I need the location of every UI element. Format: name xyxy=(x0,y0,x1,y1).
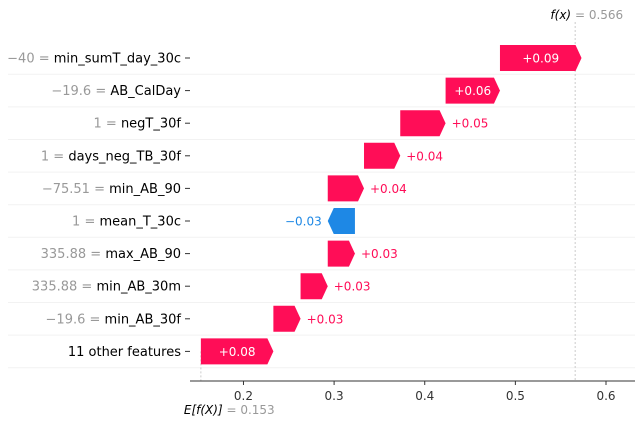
contribution-bar xyxy=(273,305,301,332)
feature-name: min_AB_90 xyxy=(109,182,181,197)
feature-value: −19.6 xyxy=(51,84,91,99)
contribution-bar xyxy=(200,338,274,365)
feature-value: −75.51 xyxy=(42,182,90,197)
feature-value: 335.88 xyxy=(32,280,78,295)
contribution-bar xyxy=(300,273,328,300)
feature-name: AB_CalDay xyxy=(110,84,181,99)
contribution-label: +0.08 xyxy=(219,345,256,359)
feature-label: −19.6 = min_AB_30f xyxy=(46,312,182,327)
contribution-label: +0.04 xyxy=(406,149,443,163)
contribution-label: −0.03 xyxy=(285,215,322,229)
feature-label: −19.6 = AB_CalDay xyxy=(51,84,181,99)
contribution-label: +0.03 xyxy=(307,312,344,326)
contribution-label: +0.05 xyxy=(452,117,489,131)
feature-value: 1 xyxy=(72,215,80,230)
base-value-annotation: E[f(X)] = 0.153 xyxy=(184,403,275,417)
feature-label: 1 = mean_T_30c xyxy=(72,215,181,230)
feature-name: mean_T_30c xyxy=(100,215,182,230)
contribution-bar xyxy=(445,77,500,104)
contribution-label: +0.03 xyxy=(361,247,398,261)
feature-value: 1 xyxy=(93,117,101,132)
contribution-bar xyxy=(327,208,355,234)
feature-name: min_AB_30f xyxy=(105,312,182,327)
feature-value: −40 xyxy=(7,52,34,67)
feature-label: 335.88 = min_AB_30m xyxy=(32,280,181,295)
feature-name: 11 other features xyxy=(68,345,181,360)
contribution-label: +0.04 xyxy=(370,182,407,196)
feature-name: max_AB_90 xyxy=(105,247,181,262)
contribution-bar xyxy=(364,142,401,169)
feature-value: 335.88 xyxy=(41,247,87,262)
feature-value: −19.6 xyxy=(46,312,86,327)
contribution-bar xyxy=(400,110,446,137)
feature-name: negT_30f xyxy=(121,117,181,132)
feature-name: days_neg_TB_30f xyxy=(68,149,181,164)
feature-value: 1 xyxy=(41,149,49,164)
x-tick-label: 0.6 xyxy=(596,389,615,403)
x-tick-label: 0.3 xyxy=(325,389,344,403)
feature-label: 11 other features xyxy=(68,345,181,360)
x-tick-label: 0.2 xyxy=(234,389,253,403)
x-tick-label: 0.5 xyxy=(506,389,525,403)
feature-name: min_AB_30m xyxy=(96,280,181,295)
feature-label: 1 = negT_30f xyxy=(93,117,181,132)
fx-annotation: f(x) = 0.566 xyxy=(550,8,623,22)
contribution-bar xyxy=(499,45,582,71)
contribution-label: +0.06 xyxy=(454,84,491,98)
feature-label: −75.51 = min_AB_90 xyxy=(42,182,181,197)
feature-name: min_sumT_day_30c xyxy=(54,52,181,67)
contribution-bar xyxy=(327,175,365,202)
contribution-bar xyxy=(327,240,355,267)
feature-label: 1 = days_neg_TB_30f xyxy=(41,149,182,164)
x-tick-label: 0.4 xyxy=(415,389,434,403)
contribution-label: +0.09 xyxy=(522,52,559,66)
contribution-label: +0.03 xyxy=(334,280,371,294)
feature-label: 335.88 = max_AB_90 xyxy=(41,247,181,262)
feature-label: −40 = min_sumT_day_30c xyxy=(7,52,181,67)
